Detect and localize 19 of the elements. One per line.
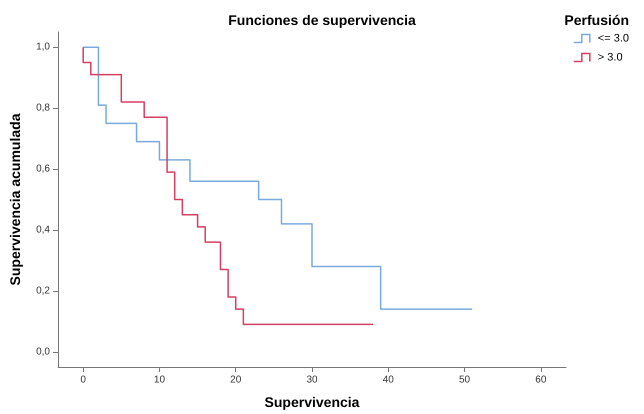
legend-title: Perfusión (564, 12, 630, 28)
y-tick-label: 0,0 (36, 346, 50, 358)
x-tick-label: 40 (382, 374, 394, 386)
legend-label: <= 3.0 (598, 32, 630, 44)
y-tick-label: 0,8 (36, 102, 50, 114)
legend-label: > 3.0 (598, 52, 623, 64)
x-tick-label: 60 (535, 374, 547, 386)
x-tick-label: 0 (80, 374, 86, 386)
x-tick-label: 20 (230, 374, 242, 386)
y-tick-label: 1,0 (36, 42, 50, 53)
chart-title: Funciones de supervivencia (228, 12, 416, 28)
y-tick-label: 0,4 (36, 224, 50, 236)
y-tick-label: 0,6 (36, 164, 50, 175)
x-tick-label: 10 (154, 374, 166, 386)
y-tick-label: 0,2 (36, 285, 50, 296)
x-axis-title: Supervivencia (264, 394, 360, 410)
y-axis-title: Supervivencia acumulada (7, 113, 23, 286)
x-tick-label: 50 (458, 374, 471, 386)
x-tick-label: 30 (306, 374, 318, 386)
